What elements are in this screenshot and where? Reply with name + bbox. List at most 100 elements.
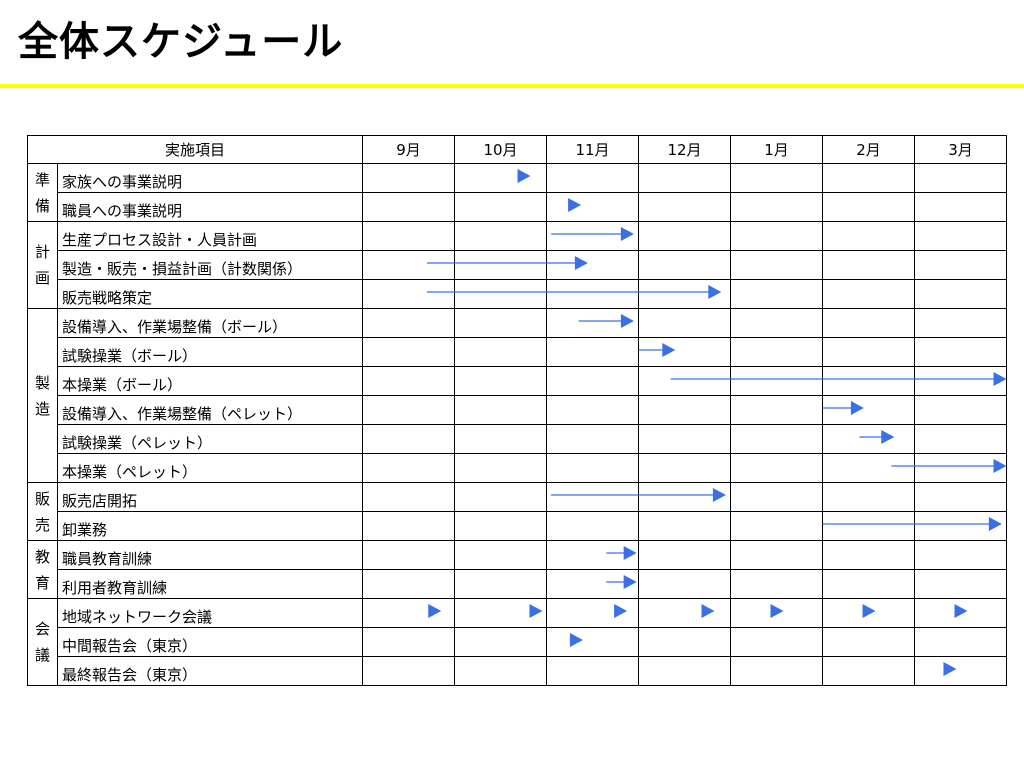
month-cell xyxy=(730,163,823,193)
table-row: 計画生産プロセス設計・人員計画 xyxy=(27,221,1007,309)
month-cell xyxy=(454,337,547,367)
month-cell xyxy=(730,627,823,657)
task-name: 販売店開拓 xyxy=(57,482,363,512)
table-row: 製造設備導入、作業場整備（ボール） xyxy=(27,308,1007,483)
month-cell xyxy=(454,569,547,599)
month-cell xyxy=(454,308,547,338)
month-cell xyxy=(822,569,915,599)
month-cell xyxy=(914,511,1007,541)
month-cell xyxy=(914,598,1007,628)
month-cell xyxy=(362,279,455,309)
month-cell xyxy=(546,163,639,193)
category-cell: 会議 xyxy=(27,598,58,686)
month-cell xyxy=(454,424,547,454)
month-cell xyxy=(638,482,731,512)
task-name: 利用者教育訓練 xyxy=(57,569,363,599)
month-header: 11月 xyxy=(546,135,639,164)
task-name: 最終報告会（東京） xyxy=(57,656,363,686)
month-cell xyxy=(914,250,1007,280)
month-cell xyxy=(454,656,547,686)
page-title: 全体スケジュール xyxy=(18,19,344,65)
month-cell xyxy=(822,221,915,251)
month-header: 9月 xyxy=(362,135,455,164)
month-cell xyxy=(362,395,455,425)
month-cell xyxy=(822,308,915,338)
month-cell xyxy=(638,163,731,193)
month-cell xyxy=(914,279,1007,309)
month-cell xyxy=(454,453,547,483)
month-cell xyxy=(822,366,915,396)
month-cell xyxy=(638,598,731,628)
month-cell xyxy=(454,221,547,251)
table-header-row: 実施項目 9月 10月 11月 12月 1月 2月 3月 xyxy=(27,135,1007,164)
task-name: 設備導入、作業場整備（ボール） xyxy=(57,308,363,338)
month-cell xyxy=(454,511,547,541)
month-cell xyxy=(638,656,731,686)
month-header: 2月 xyxy=(822,135,915,164)
month-cell xyxy=(730,192,823,222)
table-row: 中間報告会（東京） xyxy=(28,627,1007,657)
month-cell xyxy=(638,569,731,599)
month-cell xyxy=(362,424,455,454)
item-column-header: 実施項目 xyxy=(27,135,363,164)
month-cell xyxy=(730,540,823,570)
month-cell xyxy=(730,308,823,338)
task-name: 製造・販売・損益計画（計数関係） xyxy=(57,250,363,280)
month-cell xyxy=(730,250,823,280)
month-cell xyxy=(730,511,823,541)
month-cell xyxy=(638,511,731,541)
month-cell xyxy=(914,395,1007,425)
month-cell xyxy=(914,221,1007,251)
month-cell xyxy=(638,424,731,454)
title-underline xyxy=(0,84,1024,88)
category-cell: 準備 xyxy=(27,163,58,222)
task-name: 地域ネットワーク会議 xyxy=(57,598,363,628)
month-cell xyxy=(546,627,639,657)
month-cell xyxy=(914,424,1007,454)
month-cell xyxy=(638,627,731,657)
month-cell xyxy=(362,511,455,541)
table-row: 本操業（ボール） xyxy=(28,366,1007,396)
month-cell xyxy=(730,366,823,396)
month-cell xyxy=(638,453,731,483)
month-cell xyxy=(454,250,547,280)
month-cell xyxy=(730,482,823,512)
month-cell xyxy=(454,366,547,396)
table-row: 設備導入、作業場整備（ペレット） xyxy=(28,395,1007,425)
month-cell xyxy=(730,656,823,686)
task-name: 職員教育訓練 xyxy=(57,540,363,570)
task-name: 試験操業（ペレット） xyxy=(57,424,363,454)
month-cell xyxy=(638,192,731,222)
month-cell xyxy=(638,250,731,280)
month-cell xyxy=(546,192,639,222)
month-cell xyxy=(362,366,455,396)
month-cell xyxy=(914,337,1007,367)
month-cell xyxy=(638,395,731,425)
month-cell xyxy=(362,163,455,193)
month-cell xyxy=(638,337,731,367)
month-cell xyxy=(546,337,639,367)
month-cell xyxy=(454,482,547,512)
month-cell xyxy=(546,656,639,686)
month-cell xyxy=(914,482,1007,512)
month-cell xyxy=(638,279,731,309)
month-cell xyxy=(362,337,455,367)
month-header: 12月 xyxy=(638,135,731,164)
table-row: 職員への事業説明 xyxy=(28,192,1007,222)
month-cell xyxy=(638,366,731,396)
month-cell xyxy=(362,656,455,686)
month-cell xyxy=(546,453,639,483)
month-cell xyxy=(914,308,1007,338)
month-cell xyxy=(546,250,639,280)
month-cell xyxy=(454,540,547,570)
month-cell xyxy=(546,279,639,309)
category-cell: 販売 xyxy=(27,482,58,541)
month-cell xyxy=(638,540,731,570)
task-name: 中間報告会（東京） xyxy=(57,627,363,657)
table-row: 販売戦略策定 xyxy=(28,279,1007,309)
task-name: 職員への事業説明 xyxy=(57,192,363,222)
month-cell xyxy=(822,656,915,686)
month-cell xyxy=(546,540,639,570)
month-cell xyxy=(914,569,1007,599)
month-cell xyxy=(454,627,547,657)
